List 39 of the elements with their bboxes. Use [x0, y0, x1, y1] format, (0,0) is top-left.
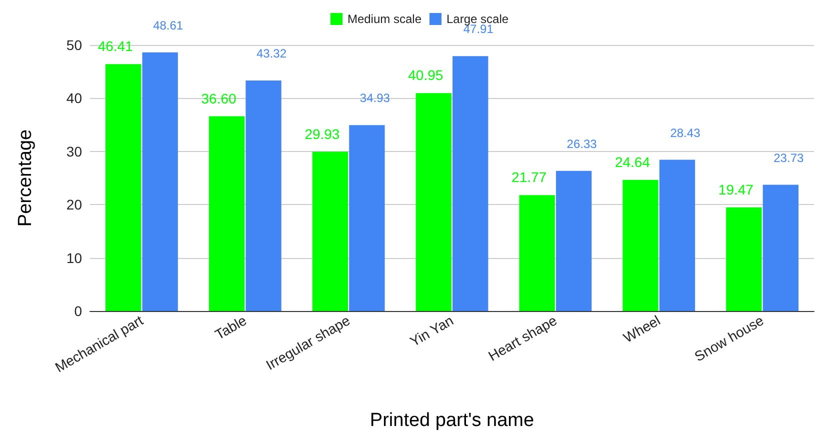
bar — [452, 56, 488, 311]
data-label: 24.64 — [614, 154, 650, 170]
bar — [622, 180, 658, 311]
bar — [726, 207, 762, 311]
y-tick-label: 0 — [74, 303, 82, 319]
bar — [106, 64, 142, 311]
y-tick-label: 20 — [66, 196, 82, 213]
y-tick-label: 40 — [66, 90, 82, 106]
y-tick-label: 50 — [66, 37, 82, 53]
data-label: 40.95 — [408, 67, 444, 84]
bar — [142, 52, 178, 311]
data-label: 46.41 — [98, 38, 134, 54]
data-label: 23.73 — [774, 150, 804, 165]
bar — [208, 116, 245, 311]
y-tick-label: 10 — [66, 250, 82, 266]
y-axis-title: Percentage — [15, 129, 36, 227]
bar — [349, 125, 385, 311]
data-label: 28.43 — [670, 126, 701, 140]
bar — [246, 80, 282, 311]
bar — [659, 160, 696, 311]
data-label: 48.61 — [153, 18, 184, 32]
x-tick-label: Table — [212, 312, 250, 343]
bar — [519, 195, 555, 311]
y-tick-label: 30 — [66, 143, 82, 160]
data-label: 21.77 — [512, 169, 547, 186]
data-label: 29.93 — [304, 126, 340, 142]
data-label: 43.32 — [256, 46, 287, 61]
legend-label: Medium scale — [347, 12, 422, 26]
x-axis-title: Printed part's name — [370, 410, 534, 431]
legend-label: Large scale — [446, 12, 509, 26]
bar — [416, 93, 452, 311]
bar — [556, 170, 592, 311]
data-label: 19.47 — [718, 181, 754, 198]
data-label: 26.33 — [566, 136, 598, 151]
bar — [762, 184, 798, 311]
data-label: 34.93 — [360, 91, 390, 106]
bar — [312, 152, 348, 311]
data-label: 36.60 — [201, 90, 236, 106]
x-tick-label: Yin Yan — [407, 312, 456, 350]
